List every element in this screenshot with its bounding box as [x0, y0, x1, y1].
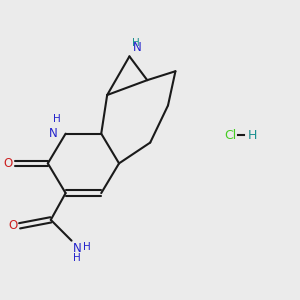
Text: Cl: Cl [224, 129, 237, 142]
Text: H: H [248, 129, 257, 142]
Text: H: H [73, 253, 81, 262]
Text: N: N [73, 242, 82, 255]
Text: N: N [132, 41, 141, 54]
Text: H: H [132, 38, 140, 48]
Text: O: O [4, 157, 13, 170]
Text: H: H [83, 242, 91, 252]
Text: O: O [8, 219, 17, 232]
Text: N: N [49, 127, 57, 140]
Text: H: H [53, 114, 61, 124]
